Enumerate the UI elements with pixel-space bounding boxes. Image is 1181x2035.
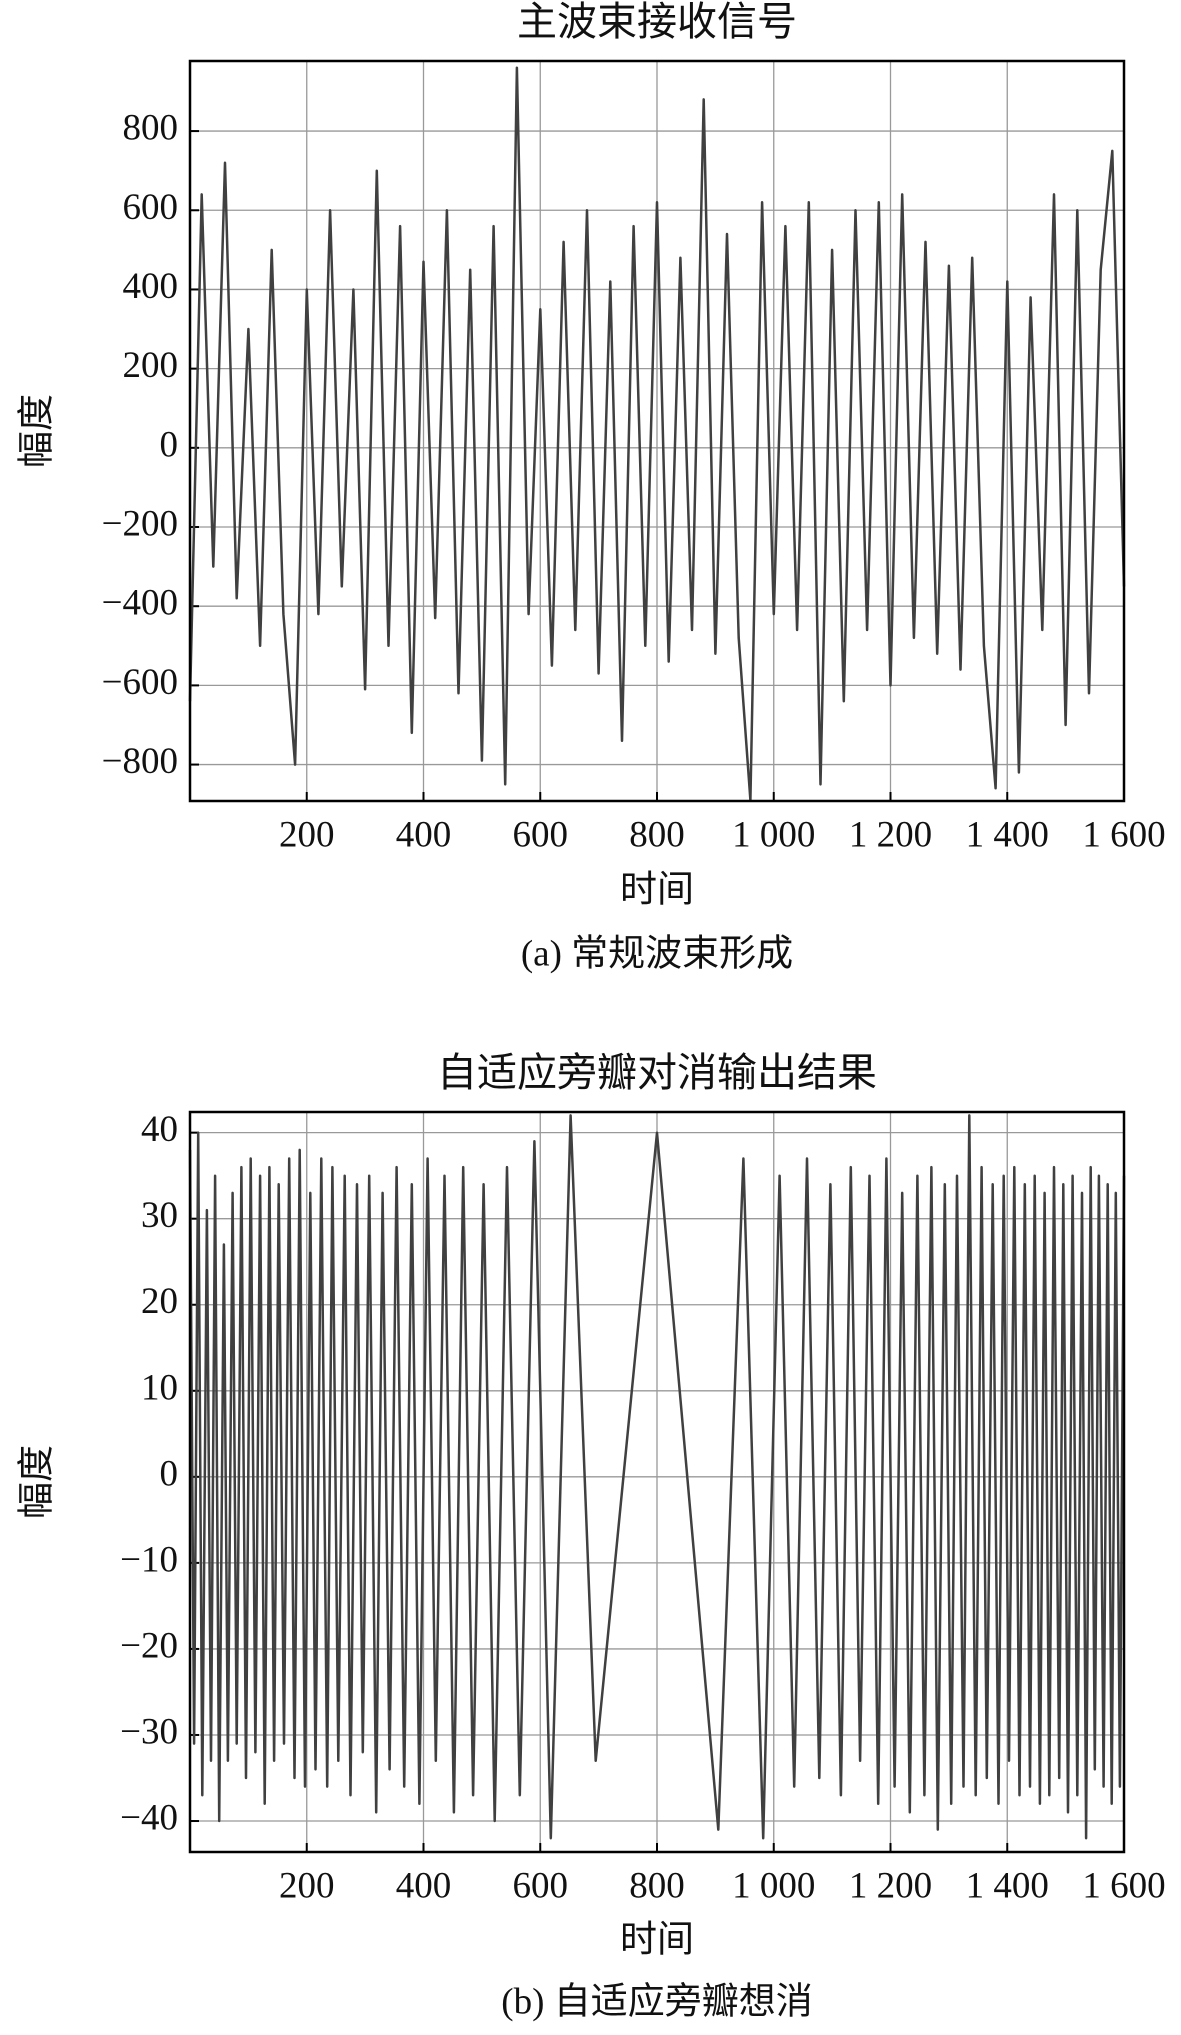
- x-tick-label: 800: [629, 1865, 685, 1906]
- y-tick-label: −800: [102, 741, 178, 782]
- y-tick-label: 600: [123, 187, 179, 228]
- y-tick-label: −40: [120, 1798, 178, 1839]
- y-tick-label: −30: [120, 1711, 178, 1752]
- y-tick-label: −400: [102, 583, 178, 624]
- x-tick-label: 200: [279, 1865, 335, 1906]
- plot-frame: [188, 1110, 1126, 1854]
- chart-title: 自适应旁瓣对消输出结果: [437, 1050, 877, 1095]
- y-tick-label: 20: [141, 1281, 178, 1322]
- x-axis-label: 时间: [620, 869, 694, 910]
- x-tick-label: 600: [513, 1865, 569, 1906]
- x-tick-label: 1 600: [1082, 1865, 1165, 1906]
- chart-title: 主波束接收信号: [517, 0, 797, 44]
- x-tick-label: 600: [513, 814, 569, 855]
- x-tick-label: 400: [396, 1865, 452, 1906]
- x-tick-label: 1 000: [732, 1865, 815, 1906]
- y-tick-label: −200: [102, 503, 178, 544]
- y-tick-label: −600: [102, 662, 178, 703]
- x-tick-label: 200: [279, 814, 335, 855]
- y-axis-label: 幅度: [15, 394, 57, 468]
- data-line: [188, 1114, 1126, 1840]
- x-tick-label: 400: [396, 814, 452, 855]
- x-tick-label: 1 400: [966, 1865, 1049, 1906]
- x-tick-label: 1 200: [849, 1865, 932, 1906]
- y-tick-label: 30: [141, 1195, 178, 1236]
- y-tick-label: 200: [123, 345, 179, 386]
- caption: (b) 自适应旁瓣想消: [501, 1980, 812, 2022]
- y-tick-label: −10: [120, 1539, 178, 1580]
- y-tick-label: 40: [141, 1109, 178, 1150]
- x-tick-label: 1 600: [1082, 814, 1165, 855]
- y-axis-label: 幅度: [15, 1445, 57, 1519]
- y-tick-label: 0: [160, 424, 179, 465]
- y-tick-label: 0: [160, 1453, 179, 1494]
- data-line: [188, 66, 1126, 802]
- x-tick-label: 1 200: [849, 814, 932, 855]
- y-tick-label: −20: [120, 1625, 178, 1666]
- x-axis-label: 时间: [620, 1919, 694, 1960]
- y-tick-label: 400: [123, 266, 179, 307]
- caption: (a) 常规波束形成: [521, 932, 793, 974]
- x-tick-label: 1 000: [732, 814, 815, 855]
- y-tick-label: 10: [141, 1367, 178, 1408]
- x-tick-label: 800: [629, 814, 685, 855]
- plot-frame: [188, 59, 1126, 803]
- x-tick-label: 1 400: [966, 814, 1049, 855]
- y-tick-label: 800: [123, 108, 179, 149]
